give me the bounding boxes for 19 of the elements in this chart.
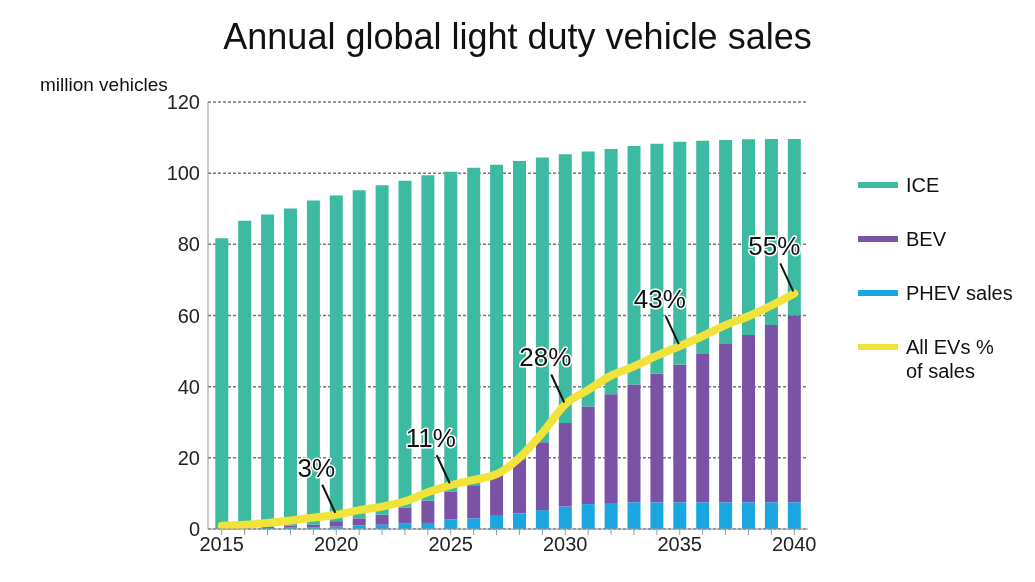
y-tick-label: 0 — [188, 518, 200, 541]
x-tick-label: 2030 — [543, 533, 588, 556]
y-axis-title: million vehicles — [40, 74, 168, 96]
legend-label: ICE — [906, 173, 941, 197]
legend-label: PHEV sales — [906, 281, 1014, 305]
y-tick-label: 120 — [166, 91, 200, 114]
y-tick-label: 40 — [177, 375, 200, 398]
legend-label: All EVs % of sales — [906, 335, 995, 383]
y-tick-label: 100 — [166, 162, 200, 185]
chart-title: Annual global light duty vehicle sales — [222, 16, 813, 58]
x-tick-label: 2040 — [772, 533, 817, 556]
x-tick-label: 2035 — [657, 533, 703, 556]
x-tick-label: 2015 — [199, 533, 244, 556]
y-tick-label: 20 — [177, 446, 200, 469]
y-tick-label: 60 — [177, 304, 200, 327]
x-tick-label: 2025 — [428, 533, 473, 556]
y-tick-label: 80 — [177, 233, 200, 256]
legend-label: BEV — [906, 227, 948, 251]
x-tick-label: 2020 — [313, 533, 359, 556]
